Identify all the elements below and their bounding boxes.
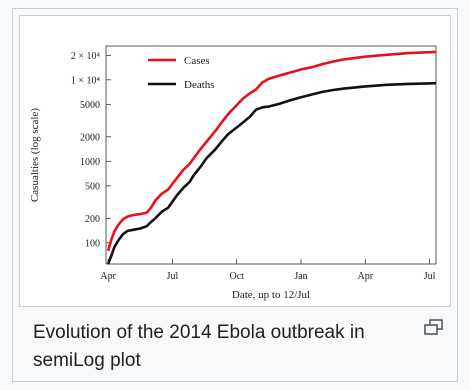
x-axis-ticks: Apr Jul Oct Jan Apr Jul [100,259,436,282]
x-axis-label: Date, up to 12/Jul [232,289,310,301]
x-tick-label: Jul [424,271,436,282]
legend-label-cases: Cases [184,55,210,67]
y-axis-ticks: 2 × 10⁴ 1 × 10⁴ 5000 2000 1000 500 200 100 [71,51,111,249]
y-tick-label: 1 × 10⁴ [71,75,101,86]
ebola-chart: 2 × 10⁴ 1 × 10⁴ 5000 2000 1000 500 200 100 Apr J… [29,45,437,301]
y-tick-label: 100 [85,238,100,249]
y-tick-label: 500 [85,181,100,192]
enlarge-icon[interactable] [423,318,445,336]
x-tick-label: Jan [294,271,307,282]
x-tick-label: Apr [100,271,116,282]
figure-caption: Evolution of the 2014 Ebola outbreak in … [33,322,365,371]
plot-area [105,45,437,265]
series-lines [106,50,437,265]
y-tick-label: 200 [85,214,100,225]
y-tick-label: 2 × 10⁴ [71,51,101,62]
series-line-cases [106,50,437,252]
series-line-deaths [106,81,437,265]
x-tick-label: Oct [229,271,244,282]
legend-label-deaths: Deaths [184,79,215,91]
x-tick-label: Apr [358,271,374,282]
y-tick-label: 5000 [80,100,100,111]
legend: Cases Deaths [148,55,215,91]
y-tick-label: 2000 [80,132,100,143]
y-tick-label: 1000 [80,157,100,168]
image-thumbnail: 2 × 10⁴ 1 × 10⁴ 5000 2000 1000 500 200 100 Apr J… [12,8,458,382]
y-axis-label: Casualties (log scale) [29,108,41,202]
x-tick-label: Jul [167,271,179,282]
chart-frame[interactable]: 2 × 10⁴ 1 × 10⁴ 5000 2000 1000 500 200 100 Apr J… [19,15,451,307]
